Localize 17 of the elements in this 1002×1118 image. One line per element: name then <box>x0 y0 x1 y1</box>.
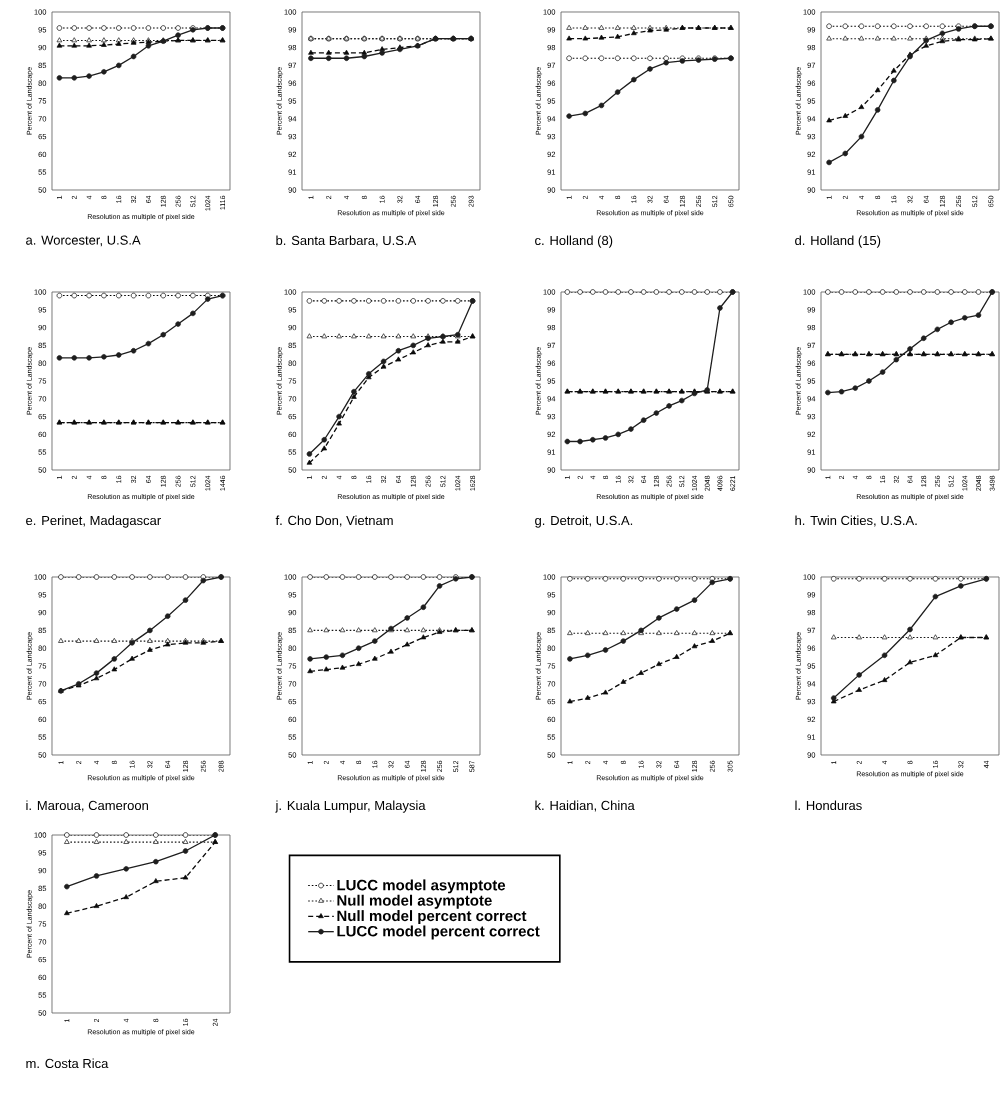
legend-label: Null model asymptote <box>337 894 492 909</box>
text: a. Worcester, U.S.A <box>26 235 141 247</box>
text: c. Holland (8) <box>535 235 613 248</box>
text: k. Haidian, China <box>535 800 635 812</box>
text: g. Detroit, U.S.A. <box>535 515 633 528</box>
text: f. Cho Don, Vietnam <box>275 515 393 527</box>
text: d. Holland (15) <box>795 235 881 248</box>
text: m. Costa Rica <box>26 1058 109 1069</box>
text: i. Maroua, Cameroon <box>26 800 148 812</box>
text: e. Perinet, Madagascar <box>26 515 161 528</box>
text: j. Kuala Lumpur, Malaysia <box>275 800 426 813</box>
legend-label: LUCC model percent correct <box>337 925 540 940</box>
text: l. Honduras <box>795 800 862 811</box>
legend-label: Null model percent correct <box>337 910 527 925</box>
text: b. Santa Barbara, U.S.A <box>276 235 417 247</box>
legend-label: LUCC model asymptote <box>337 879 506 894</box>
text: h. Twin Cities, U.S.A. <box>795 515 917 527</box>
